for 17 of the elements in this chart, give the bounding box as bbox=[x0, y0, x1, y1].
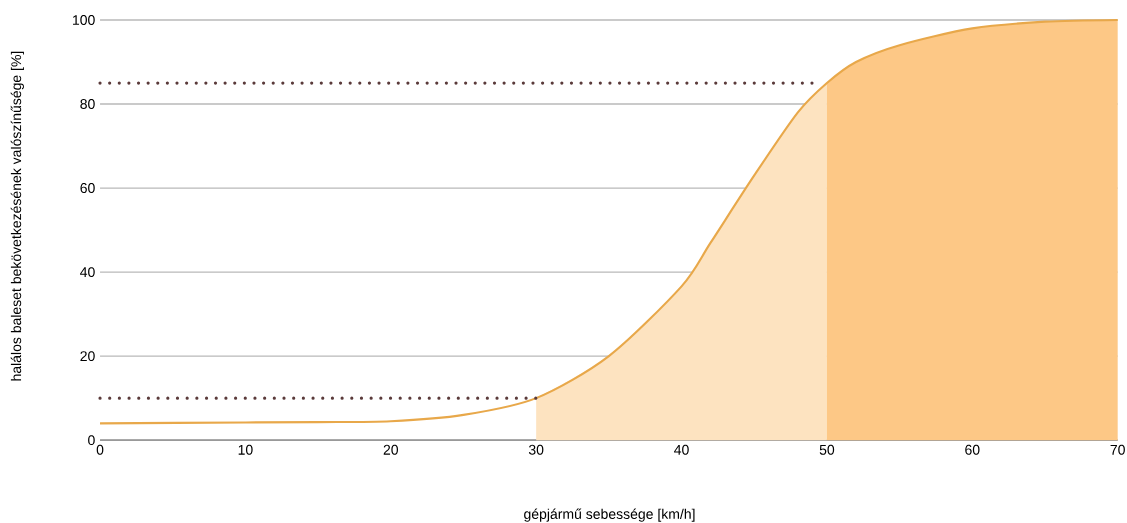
line-series bbox=[98, 19, 1119, 425]
y-tick-label: 20 bbox=[80, 351, 95, 362]
y-axis-title: halálos baleset bekövetkezésének valószínűsége [%] bbox=[10, 51, 24, 381]
x-tick-label: 70 bbox=[1110, 444, 1125, 455]
x-tick-label: 50 bbox=[819, 444, 835, 455]
y-tick-label: 0 bbox=[88, 435, 95, 446]
y-tick-label: 40 bbox=[80, 267, 95, 278]
y-tick-label: 80 bbox=[80, 99, 95, 110]
x-tick-label: 0 bbox=[96, 444, 104, 455]
x-tick-label: 30 bbox=[528, 444, 544, 455]
x-tick-label: 20 bbox=[383, 444, 399, 455]
y-tick-label: 100 bbox=[73, 15, 95, 26]
x-axis-title: gépjármű sebessége [km/h] bbox=[524, 508, 695, 522]
x-tick-label: 40 bbox=[674, 444, 689, 455]
x-tick-label: 10 bbox=[238, 444, 253, 455]
y-tick-label: 60 bbox=[80, 183, 95, 194]
x-tick-label: 60 bbox=[965, 444, 980, 455]
